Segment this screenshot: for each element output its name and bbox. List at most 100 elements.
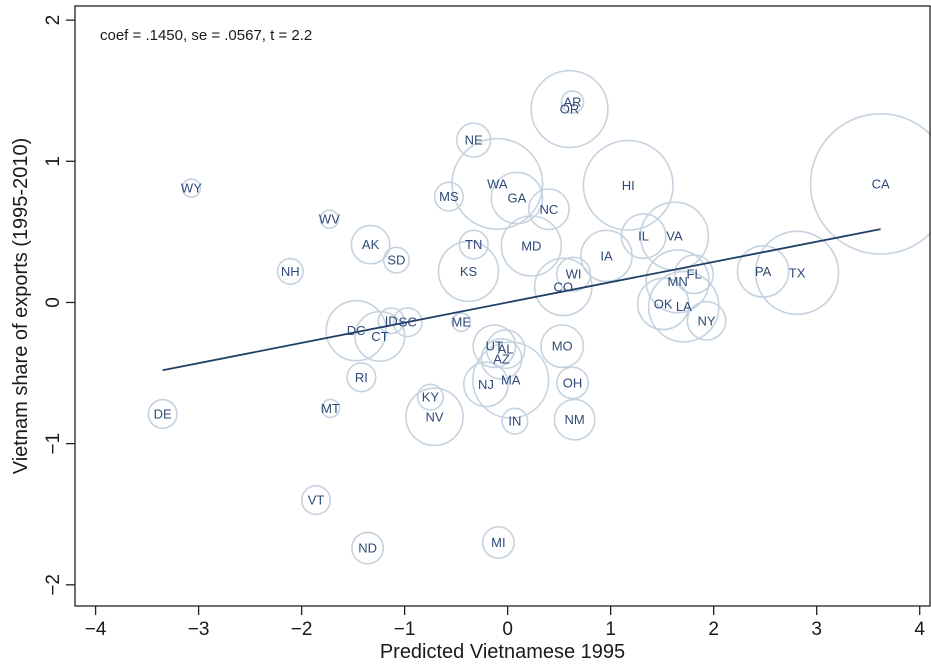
fitted-line (162, 228, 881, 372)
bubble-mt (320, 398, 341, 419)
bubble-hi (582, 139, 674, 231)
bubble-ms (433, 181, 465, 212)
bubble-in (501, 407, 529, 435)
point-label-il: IL (638, 229, 649, 244)
point-label-nj: NJ (478, 377, 494, 392)
point-label-md: MD (521, 239, 541, 254)
bubble-wa (451, 137, 544, 230)
point-label-me: ME (452, 315, 472, 330)
y-tick-label: 1 (43, 156, 64, 167)
bubble-nc (527, 188, 570, 231)
bubble-nd (351, 531, 385, 565)
point-label-co: CO (554, 279, 574, 294)
point-label-sc: SC (399, 315, 417, 330)
point-label-pa: PA (755, 264, 772, 279)
bubble-id (377, 307, 405, 335)
bubble-sc (392, 307, 423, 338)
point-label-oh: OH (563, 375, 583, 390)
x-tick-label: 2 (708, 619, 719, 640)
x-axis: −4 −3 −2 −1 0 1 2 3 4 (85, 606, 925, 640)
bubble-ks (437, 240, 500, 303)
plot-frame (74, 5, 931, 607)
bubble-ca (809, 113, 931, 255)
bubble-co (533, 257, 593, 317)
x-axis-title: Predicted Vietnamese 1995 (380, 641, 625, 663)
point-label-nm: NM (564, 412, 584, 427)
point-label-in: IN (508, 414, 521, 429)
y-tick-label: −2 (43, 574, 64, 596)
point-label-ak: AK (362, 237, 380, 252)
bubble-oh (555, 366, 589, 400)
fit-line-layer (162, 228, 881, 372)
bubble-ak (350, 224, 391, 265)
bubble-ar (560, 90, 585, 114)
point-label-ks: KS (460, 264, 478, 279)
bubble-or (530, 69, 609, 149)
point-label-la: LA (676, 299, 692, 314)
point-label-ri: RI (355, 370, 368, 385)
bubbles-layer (147, 69, 931, 565)
bubble-nj (462, 361, 509, 408)
point-label-ne: NE (465, 133, 483, 148)
bubble-nm (553, 398, 596, 441)
point-label-fl: FL (687, 267, 702, 282)
point-label-tx: TX (789, 265, 806, 280)
bubble-ut (472, 324, 517, 369)
bubble-az (480, 337, 523, 380)
bubble-ma (472, 341, 550, 419)
point-label-ny: NY (697, 313, 715, 328)
x-tick-label: 1 (605, 619, 616, 640)
point-label-mo: MO (552, 339, 573, 354)
bubble-mi (481, 525, 515, 559)
point-label-or: OR (560, 102, 580, 117)
point-label-nd: ND (358, 541, 377, 556)
point-label-ms: MS (439, 189, 459, 204)
point-label-nh: NH (281, 264, 300, 279)
x-tick-label: 0 (502, 619, 513, 640)
bubble-ia (580, 229, 633, 283)
point-label-dc: DC (347, 323, 366, 338)
point-label-wa: WA (487, 176, 508, 191)
point-label-ar: AR (563, 95, 581, 110)
point-label-wi: WI (566, 267, 582, 282)
bubble-dc (325, 299, 388, 362)
point-label-de: DE (154, 407, 172, 422)
point-label-wv: WV (319, 212, 340, 227)
point-label-ga: GA (508, 191, 527, 206)
x-tick-label: −2 (291, 619, 313, 640)
point-label-ia: IA (600, 248, 613, 263)
x-tick-label: −1 (394, 619, 416, 640)
point-label-mt: MT (321, 401, 340, 416)
bubble-vt (300, 485, 332, 516)
y-axis: −2 −1 0 1 2 (43, 15, 75, 596)
point-label-tn: TN (465, 237, 482, 252)
bubble-tx (754, 230, 840, 316)
point-label-ky: KY (422, 390, 440, 405)
point-label-al: AL (498, 342, 514, 357)
point-label-nc: NC (540, 202, 559, 217)
bubble-me (451, 312, 472, 333)
bubble-sd (382, 246, 411, 274)
bubble-wv (319, 209, 340, 229)
bubble-md (500, 215, 563, 277)
x-tick-label: −3 (188, 619, 210, 640)
point-label-ca: CA (872, 176, 890, 191)
point-label-ok: OK (654, 296, 673, 311)
bubble-ny (686, 300, 727, 341)
point-label-hi: HI (622, 178, 635, 193)
bubble-wi (555, 256, 592, 292)
x-tick-label: −4 (85, 619, 107, 640)
bubble-nv (405, 387, 464, 447)
x-tick-label: 4 (914, 619, 925, 640)
point-label-ct: CT (371, 329, 388, 344)
point-label-nv: NV (425, 409, 443, 424)
bubble-il (620, 213, 667, 260)
point-label-ma: MA (501, 373, 521, 388)
bubble-de (147, 398, 178, 430)
bubble-mo (540, 324, 585, 369)
point-label-id: ID (385, 313, 398, 328)
point-label-ut: UT (486, 339, 503, 354)
bubble-ct (354, 310, 406, 363)
